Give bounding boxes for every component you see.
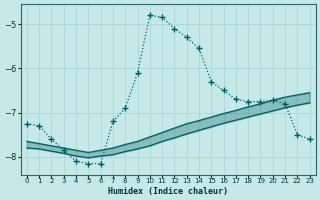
X-axis label: Humidex (Indice chaleur): Humidex (Indice chaleur) <box>108 187 228 196</box>
